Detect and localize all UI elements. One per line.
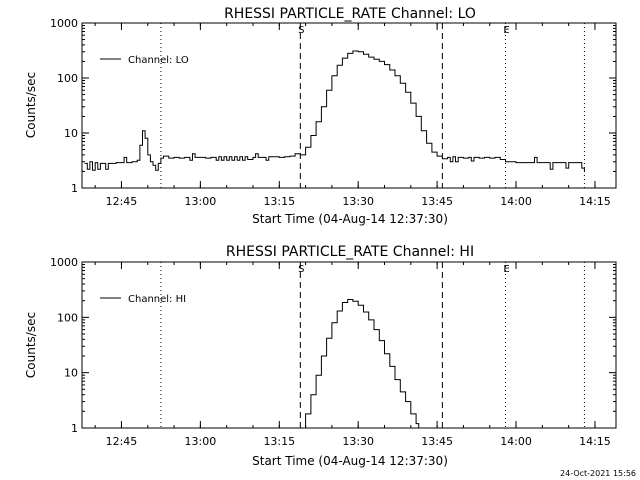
y-axis: 1 10 100 1000 bbox=[50, 17, 616, 195]
x-tick-label: 14:15 bbox=[579, 435, 611, 448]
x-tick-label: 13:15 bbox=[263, 435, 295, 448]
plot-frame bbox=[81, 22, 617, 189]
y-tick-label: 1 bbox=[71, 182, 78, 195]
y-tick-label: 10 bbox=[64, 127, 78, 140]
x-tick-label: 12:45 bbox=[106, 195, 138, 208]
series-line-hi bbox=[303, 299, 420, 429]
x-tick-label: 13:00 bbox=[185, 435, 217, 448]
x-tick-label: 13:30 bbox=[342, 195, 374, 208]
time-marker-label: E bbox=[503, 25, 509, 36]
legend-label: Channel: HI bbox=[128, 294, 186, 305]
chart-title: RHESSI PARTICLE_RATE Channel: HI bbox=[226, 244, 474, 260]
x-tick-label: 14:15 bbox=[579, 195, 611, 208]
y-axis: 1 10 100 1000 bbox=[50, 256, 616, 435]
x-axis: 12:45 13:00 13:15 13:30 13:45 14:00 14:15 bbox=[94, 262, 611, 448]
y-tick-label: 100 bbox=[57, 311, 78, 324]
plot-frame bbox=[81, 261, 617, 429]
x-tick-label: 13:00 bbox=[185, 195, 217, 208]
y-tick-label: 1000 bbox=[50, 256, 78, 269]
y-axis-label: Counts/sec bbox=[24, 312, 38, 378]
x-tick-label: 13:30 bbox=[342, 435, 374, 448]
x-tick-label: 14:00 bbox=[500, 435, 532, 448]
y-tick-label: 10 bbox=[64, 367, 78, 380]
legend-label: Channel: LO bbox=[128, 55, 189, 66]
x-tick-label: 12:45 bbox=[106, 435, 138, 448]
time-marker-label: E bbox=[503, 264, 509, 275]
chart-title: RHESSI PARTICLE_RATE Channel: LO bbox=[224, 6, 476, 22]
x-axis-label: Start Time (04-Aug-14 12:37:30) bbox=[252, 454, 448, 468]
y-tick-label: 100 bbox=[57, 72, 78, 85]
x-axis-label: Start Time (04-Aug-14 12:37:30) bbox=[252, 212, 448, 226]
series-line-lo bbox=[84, 50, 585, 172]
x-tick-label: 13:45 bbox=[421, 195, 453, 208]
y-tick-label: 1000 bbox=[50, 17, 78, 30]
x-tick-label: 14:00 bbox=[500, 195, 532, 208]
time-marker-label: S bbox=[298, 264, 304, 275]
footer-timestamp: 24-Oct-2021 15:56 bbox=[560, 469, 636, 478]
y-tick-label: 1 bbox=[71, 422, 78, 435]
x-tick-label: 13:15 bbox=[263, 195, 295, 208]
time-marker-label: S bbox=[298, 25, 304, 36]
y-axis-label: Counts/sec bbox=[24, 72, 38, 138]
x-axis: 12:45 13:00 13:15 13:30 13:45 14:00 14:15 bbox=[94, 23, 611, 208]
x-tick-label: 13:45 bbox=[421, 435, 453, 448]
